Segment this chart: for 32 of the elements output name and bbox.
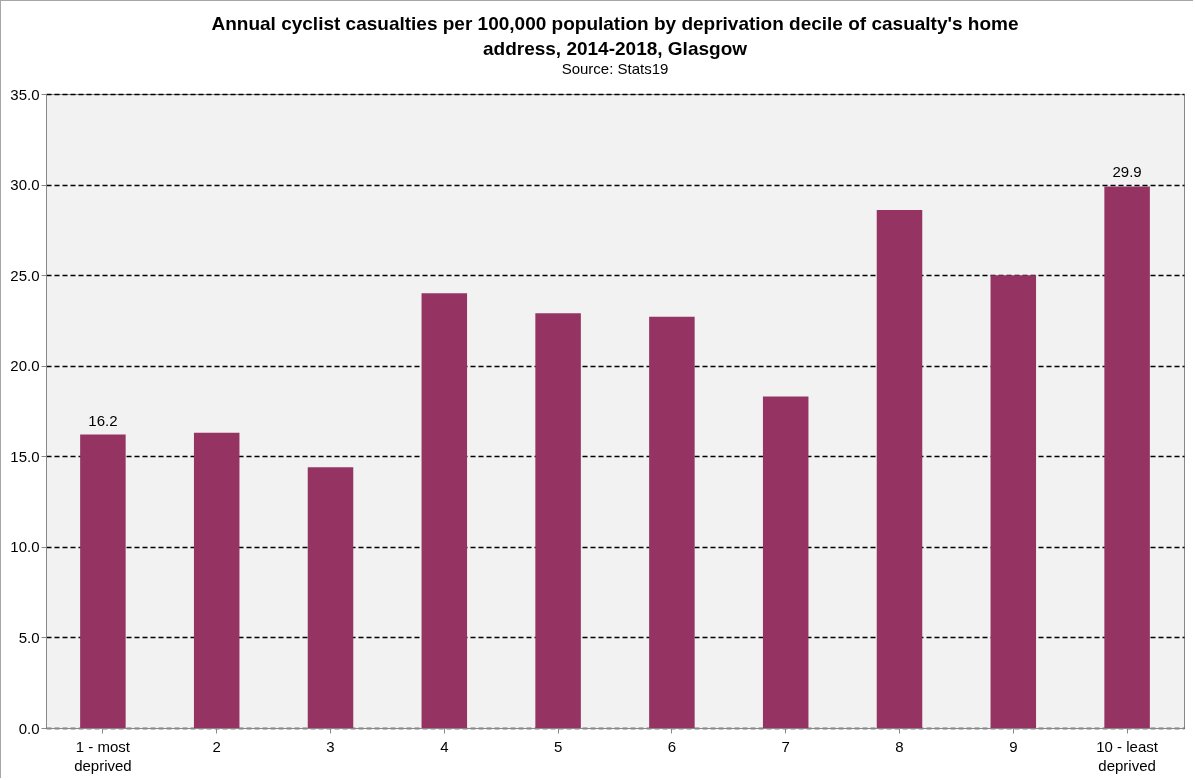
y-tick-label: 10.0 xyxy=(10,538,40,556)
bar xyxy=(1104,186,1150,728)
bar xyxy=(421,293,468,728)
chart-subtitle: Source: Stats19 xyxy=(561,60,669,77)
y-tick-label: 15.0 xyxy=(10,447,40,465)
bar xyxy=(990,275,1037,728)
y-tick-label: 20.0 xyxy=(10,357,40,375)
bar xyxy=(649,316,695,728)
bar xyxy=(876,209,923,728)
x-tick-label: 5 xyxy=(553,737,563,755)
x-tick-label: 9 xyxy=(1009,737,1018,755)
y-tick-label: 25.0 xyxy=(10,266,40,284)
bar xyxy=(535,313,581,728)
bar xyxy=(80,434,126,728)
y-tick-label: 0.0 xyxy=(18,719,40,737)
x-tick-label: 4 xyxy=(440,737,449,755)
data-label: 16.2 xyxy=(88,411,118,429)
bar xyxy=(307,467,354,728)
x-tick-label: 6 xyxy=(667,737,677,755)
chart-title: Annual cyclist casualties per 100,000 population by deprivation decile of casualty's home address, 2014-2018, Glasgow xyxy=(211,13,1019,59)
y-tick-label: 35.0 xyxy=(10,85,40,103)
data-label: 29.9 xyxy=(1112,163,1142,181)
x-tick-label: 7 xyxy=(781,737,790,755)
x-tick-label: 2 xyxy=(212,737,221,755)
bar xyxy=(193,432,240,728)
y-tick-label: 30.0 xyxy=(10,176,40,194)
x-tick-label: 3 xyxy=(326,737,335,755)
bar xyxy=(762,396,809,728)
y-tick-label: 5.0 xyxy=(18,628,40,646)
x-tick-label: 10 - least deprived xyxy=(1096,737,1159,774)
x-tick-label: 8 xyxy=(895,737,904,755)
x-tick-label: 1 - most deprived xyxy=(74,737,132,774)
